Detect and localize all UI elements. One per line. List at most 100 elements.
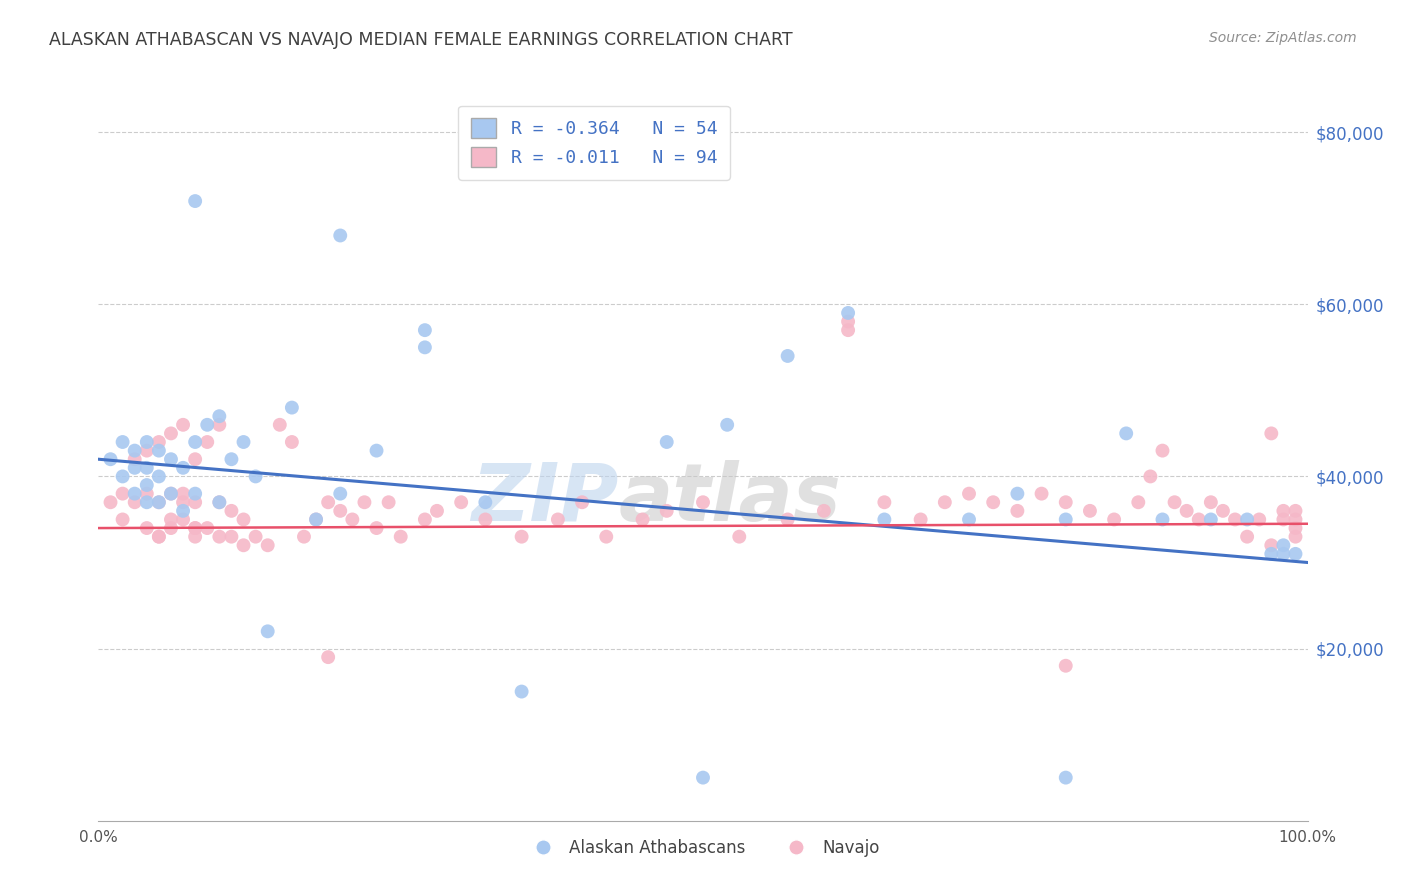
Navajo <box>184 495 207 509</box>
Navajo <box>184 521 207 535</box>
Navajo <box>1236 530 1258 544</box>
Navajo <box>1031 486 1053 500</box>
Navajo <box>366 521 388 535</box>
Navajo <box>1284 512 1306 526</box>
Navajo <box>256 538 278 552</box>
Navajo <box>305 512 328 526</box>
Navajo <box>111 512 134 526</box>
Navajo <box>1223 512 1246 526</box>
Alaskan Athabascans <box>873 512 896 526</box>
Navajo <box>510 530 533 544</box>
Navajo <box>377 495 399 509</box>
Navajo <box>1188 512 1211 526</box>
Alaskan Athabascans <box>329 228 352 243</box>
Navajo <box>195 435 218 450</box>
Alaskan Athabascans <box>195 417 218 432</box>
Navajo <box>184 452 207 467</box>
Alaskan Athabascans <box>232 435 254 450</box>
Navajo <box>208 495 231 509</box>
Alaskan Athabascans <box>111 469 134 483</box>
Navajo <box>837 314 859 328</box>
Alaskan Athabascans <box>135 435 157 450</box>
Navajo <box>135 486 157 500</box>
Navajo <box>316 650 339 665</box>
Text: ALASKAN ATHABASCAN VS NAVAJO MEDIAN FEMALE EARNINGS CORRELATION CHART: ALASKAN ATHABASCAN VS NAVAJO MEDIAN FEMA… <box>49 31 793 49</box>
Navajo <box>1260 426 1282 441</box>
Legend: Alaskan Athabascans, Navajo: Alaskan Athabascans, Navajo <box>519 832 887 863</box>
Alaskan Athabascans <box>1007 486 1029 500</box>
Alaskan Athabascans <box>245 469 267 483</box>
Alaskan Athabascans <box>329 486 352 500</box>
Alaskan Athabascans <box>1115 426 1137 441</box>
Navajo <box>1139 469 1161 483</box>
Navajo <box>595 530 617 544</box>
Alaskan Athabascans <box>148 443 170 458</box>
Alaskan Athabascans <box>208 495 231 509</box>
Text: Source: ZipAtlas.com: Source: ZipAtlas.com <box>1209 31 1357 45</box>
Alaskan Athabascans <box>1152 512 1174 526</box>
Navajo <box>208 530 231 544</box>
Navajo <box>232 512 254 526</box>
Alaskan Athabascans <box>366 443 388 458</box>
Navajo <box>160 512 183 526</box>
Navajo <box>329 504 352 518</box>
Navajo <box>631 512 654 526</box>
Alaskan Athabascans <box>135 478 157 492</box>
Navajo <box>1054 658 1077 673</box>
Alaskan Athabascans <box>716 417 738 432</box>
Navajo <box>100 495 122 509</box>
Navajo <box>208 417 231 432</box>
Alaskan Athabascans <box>413 323 436 337</box>
Alaskan Athabascans <box>837 306 859 320</box>
Alaskan Athabascans <box>111 435 134 450</box>
Alaskan Athabascans <box>184 435 207 450</box>
Navajo <box>1260 538 1282 552</box>
Navajo <box>160 426 183 441</box>
Navajo <box>1152 443 1174 458</box>
Navajo <box>1175 504 1198 518</box>
Alaskan Athabascans <box>1272 538 1295 552</box>
Alaskan Athabascans <box>305 512 328 526</box>
Navajo <box>1284 521 1306 535</box>
Navajo <box>1284 504 1306 518</box>
Navajo <box>172 512 194 526</box>
Alaskan Athabascans <box>413 340 436 354</box>
Navajo <box>1199 495 1222 509</box>
Navajo <box>184 521 207 535</box>
Alaskan Athabascans <box>160 486 183 500</box>
Alaskan Athabascans <box>1054 512 1077 526</box>
Alaskan Athabascans <box>184 486 207 500</box>
Alaskan Athabascans <box>135 460 157 475</box>
Navajo <box>148 530 170 544</box>
Navajo <box>135 521 157 535</box>
Navajo <box>124 495 146 509</box>
Navajo <box>172 495 194 509</box>
Alaskan Athabascans <box>135 495 157 509</box>
Alaskan Athabascans <box>124 460 146 475</box>
Navajo <box>957 486 980 500</box>
Alaskan Athabascans <box>1199 512 1222 526</box>
Alaskan Athabascans <box>1260 547 1282 561</box>
Alaskan Athabascans <box>160 452 183 467</box>
Text: atlas: atlas <box>619 459 841 538</box>
Navajo <box>124 452 146 467</box>
Alaskan Athabascans <box>184 194 207 208</box>
Alaskan Athabascans <box>510 684 533 698</box>
Navajo <box>342 512 364 526</box>
Navajo <box>1102 512 1125 526</box>
Alaskan Athabascans <box>124 486 146 500</box>
Alaskan Athabascans <box>172 460 194 475</box>
Navajo <box>474 512 496 526</box>
Navajo <box>184 530 207 544</box>
Navajo <box>221 504 243 518</box>
Alaskan Athabascans <box>1284 547 1306 561</box>
Navajo <box>1249 512 1271 526</box>
Navajo <box>873 495 896 509</box>
Navajo <box>389 530 412 544</box>
Alaskan Athabascans <box>148 495 170 509</box>
Navajo <box>450 495 472 509</box>
Navajo <box>910 512 932 526</box>
Alaskan Athabascans <box>957 512 980 526</box>
Alaskan Athabascans <box>1054 771 1077 785</box>
Alaskan Athabascans <box>256 624 278 639</box>
